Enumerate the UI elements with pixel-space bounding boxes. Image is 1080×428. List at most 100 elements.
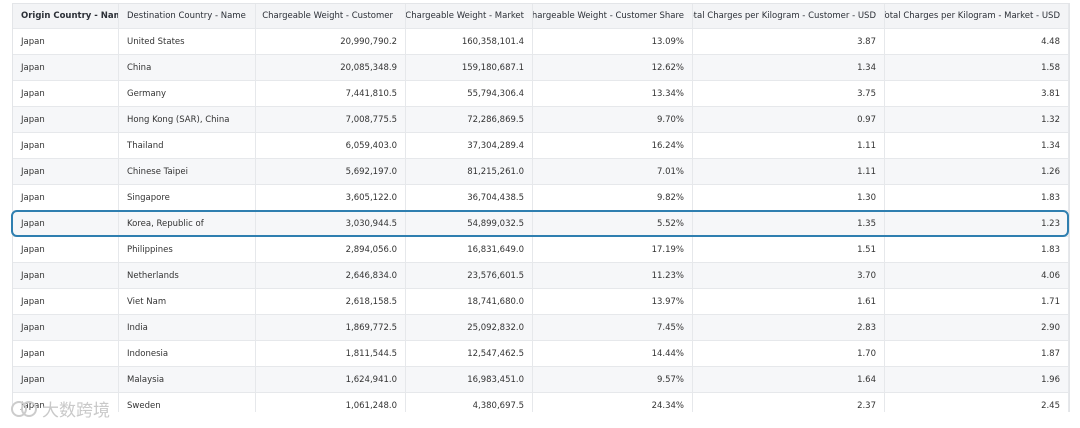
table-cell: Japan — [13, 263, 119, 288]
table-cell: 1.83 — [885, 185, 1069, 210]
table-cell: Netherlands — [119, 263, 256, 288]
table-cell: Hong Kong (SAR), China — [119, 107, 256, 132]
table-cell: 12.62% — [533, 55, 693, 80]
table-cell: Japan — [13, 367, 119, 392]
table-cell: Japan — [13, 211, 119, 236]
watermark-logo — [11, 400, 37, 417]
column-header[interactable]: Total Charges per Kilogram - Customer - … — [693, 4, 885, 28]
table-cell: 1,811,544.5 — [256, 341, 406, 366]
table-cell: 3.75 — [693, 81, 885, 106]
table-row[interactable]: Japan Singapore 3,605,122.0 36,704,438.5 9.8… — [13, 185, 1069, 211]
table-cell: 3.81 — [885, 81, 1069, 106]
table-cell: 9.82% — [533, 185, 693, 210]
table-cell: Sweden — [119, 393, 256, 412]
table-cell: 1.34 — [885, 133, 1069, 158]
table-cell: 7.01% — [533, 159, 693, 184]
table-cell: 2.45 — [885, 393, 1069, 412]
table-cell: 1.34 — [693, 55, 885, 80]
table-cell: Japan — [13, 133, 119, 158]
table-row[interactable]: Japan Sweden 1,061,248.0 4,380,697.5 24.34% 2… — [13, 393, 1069, 412]
table-cell: 1.30 — [693, 185, 885, 210]
table-cell: 1.11 — [693, 159, 885, 184]
watermark: 大数跨境 — [10, 396, 110, 421]
table-cell: 1.61 — [693, 289, 885, 314]
table-row[interactable]: Japan China 20,085,348.9 159,180,687.1 12.62… — [13, 55, 1069, 81]
table-cell: 1.64 — [693, 367, 885, 392]
table-cell: 2.90 — [885, 315, 1069, 340]
table-cell: 1.26 — [885, 159, 1069, 184]
column-header[interactable]: Chargeable Weight - Market — [406, 4, 533, 28]
table-cell: 81,215,261.0 — [406, 159, 533, 184]
table-cell: 1.32 — [885, 107, 1069, 132]
table-row[interactable]: Japan Viet Nam 2,618,158.5 18,741,680.0 13.9… — [13, 289, 1069, 315]
table-cell: 1.96 — [885, 367, 1069, 392]
table-cell: Japan — [13, 341, 119, 366]
table-cell: 1,061,248.0 — [256, 393, 406, 412]
table-cell: India — [119, 315, 256, 340]
table-row[interactable]: Japan Korea, Republic of 3,030,944.5 54,899… — [13, 211, 1069, 237]
table-cell: 1.11 — [693, 133, 885, 158]
table-row[interactable]: Japan Malaysia 1,624,941.0 16,983,451.0 9.57… — [13, 367, 1069, 393]
table-cell: 5,692,197.0 — [256, 159, 406, 184]
table-cell: 1.83 — [885, 237, 1069, 262]
table-cell: 13.34% — [533, 81, 693, 106]
table-cell: 1,869,772.5 — [256, 315, 406, 340]
column-header[interactable]: Chargeable Weight - Customer Share — [533, 4, 693, 28]
table-cell: 16,983,451.0 — [406, 367, 533, 392]
table-cell: 1.87 — [885, 341, 1069, 366]
table-row[interactable]: Japan Philippines 2,894,056.0 16,831,649.0 1… — [13, 237, 1069, 263]
table-cell: 72,286,869.5 — [406, 107, 533, 132]
table-cell: 20,085,348.9 — [256, 55, 406, 80]
table-cell: Japan — [13, 107, 119, 132]
table-cell: 1.70 — [693, 341, 885, 366]
table-cell: Viet Nam — [119, 289, 256, 314]
table-cell: 16.24% — [533, 133, 693, 158]
table-cell: Japan — [13, 55, 119, 80]
table-row[interactable]: Japan Indonesia 1,811,544.5 12,547,462.5 14.… — [13, 341, 1069, 367]
table-row[interactable]: Japan United States 20,990,790.2 160,358,10… — [13, 29, 1069, 55]
table-cell: Chinese Taipei — [119, 159, 256, 184]
column-header[interactable]: Total Charges per Kilogram - Market - US… — [885, 4, 1069, 28]
table-cell: 1.35 — [693, 211, 885, 236]
header-row: Origin Country - Name Destination Country… — [13, 3, 1069, 29]
table-cell: 4.06 — [885, 263, 1069, 288]
table-cell: 2.37 — [693, 393, 885, 412]
table-cell: 160,358,101.4 — [406, 29, 533, 54]
data-table: Origin Country - Name Destination Country… — [12, 3, 1070, 412]
table-row[interactable]: Japan Hong Kong (SAR), China 7,008,775.5 72… — [13, 107, 1069, 133]
table-cell: Japan — [13, 159, 119, 184]
table-cell: Malaysia — [119, 367, 256, 392]
table-cell: 11.23% — [533, 263, 693, 288]
header-text: Destination Country - Name — [127, 11, 246, 21]
table-row[interactable]: Japan Chinese Taipei 5,692,197.0 81,215,261… — [13, 159, 1069, 185]
header-text: Total Charges per Kilogram - Customer - … — [693, 11, 876, 21]
table-cell: Japan — [13, 237, 119, 262]
table-cell: 1.23 — [885, 211, 1069, 236]
table-cell: United States — [119, 29, 256, 54]
table-cell: 14.44% — [533, 341, 693, 366]
column-header[interactable]: Destination Country - Name — [119, 4, 256, 28]
table-row[interactable]: Japan India 1,869,772.5 25,092,832.0 7.45% 2.… — [13, 315, 1069, 341]
table-cell: Germany — [119, 81, 256, 106]
table-cell: Japan — [13, 185, 119, 210]
table-cell: Korea, Republic of — [119, 211, 256, 236]
table-cell: 24.34% — [533, 393, 693, 412]
table-cell: 7,008,775.5 — [256, 107, 406, 132]
table-cell: China — [119, 55, 256, 80]
table-cell: 3.70 — [693, 263, 885, 288]
table-cell: 2.83 — [693, 315, 885, 340]
column-header[interactable]: Origin Country - Name — [13, 4, 119, 28]
table-cell: 7,441,810.5 — [256, 81, 406, 106]
table-cell: Thailand — [119, 133, 256, 158]
table-cell: Japan — [13, 29, 119, 54]
table-cell: 2,894,056.0 — [256, 237, 406, 262]
table-row[interactable]: Japan Netherlands 2,646,834.0 23,576,601.5 1… — [13, 263, 1069, 289]
column-header[interactable]: Chargeable Weight - Customer — [256, 4, 406, 28]
table-cell: 37,304,289.4 — [406, 133, 533, 158]
table-cell: 36,704,438.5 — [406, 185, 533, 210]
table-row[interactable]: Japan Thailand 6,059,403.0 37,304,289.4 16.2… — [13, 133, 1069, 159]
table-row[interactable]: Japan Germany 7,441,810.5 55,794,306.4 13.34… — [13, 81, 1069, 107]
table-cell: 55,794,306.4 — [406, 81, 533, 106]
table-cell: 9.70% — [533, 107, 693, 132]
table-cell: 17.19% — [533, 237, 693, 262]
